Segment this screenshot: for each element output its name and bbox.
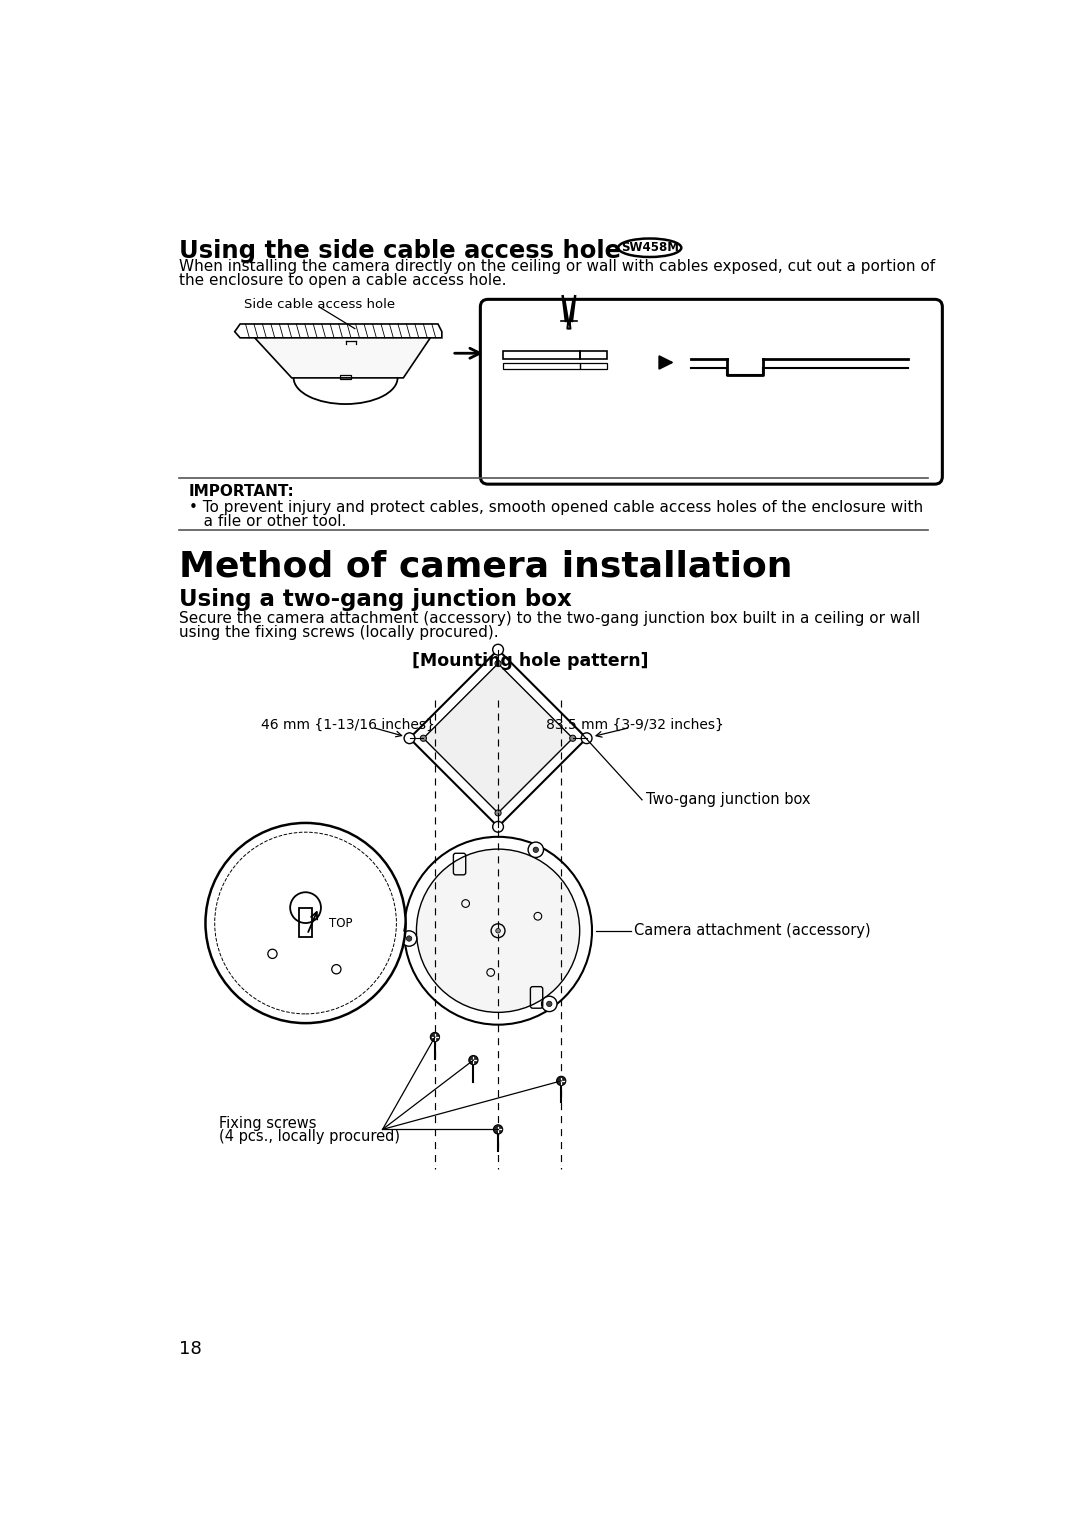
Circle shape [406, 936, 411, 941]
Text: [Mounting hole pattern]: [Mounting hole pattern] [413, 653, 649, 669]
Circle shape [469, 1056, 478, 1065]
Circle shape [546, 1002, 552, 1007]
Circle shape [495, 660, 501, 666]
Circle shape [569, 735, 576, 741]
Circle shape [528, 843, 543, 858]
Circle shape [492, 821, 503, 832]
Bar [503, 363, 580, 369]
Bar [340, 375, 351, 380]
Text: TOP: TOP [328, 916, 352, 930]
Text: Secure the camera attachment (accessory) to the two-gang junction box built in a: Secure the camera attachment (accessory)… [179, 611, 920, 627]
Circle shape [402, 931, 417, 947]
Polygon shape [234, 323, 442, 339]
Text: Side cable access hole: Side cable access hole [244, 297, 395, 311]
Circle shape [494, 1124, 502, 1134]
Text: • To prevent injury and protect cables, smooth opened cable access holes of the : • To prevent injury and protect cables, … [189, 499, 922, 515]
Text: using the fixing screws (locally procured).: using the fixing screws (locally procure… [179, 625, 499, 640]
Circle shape [534, 847, 539, 852]
Bar [580, 363, 607, 369]
Text: (4 pcs., locally procured): (4 pcs., locally procured) [218, 1129, 400, 1143]
Polygon shape [342, 339, 360, 346]
Circle shape [420, 735, 427, 741]
Circle shape [205, 823, 406, 1023]
Circle shape [492, 645, 503, 656]
Circle shape [496, 928, 500, 933]
Text: Using the side cable access hole: Using the side cable access hole [179, 239, 621, 264]
Text: When installing the camera directly on the ceiling or wall with cables exposed, : When installing the camera directly on t… [179, 259, 935, 274]
Text: Method of camera installation: Method of camera installation [179, 550, 793, 584]
Text: SW458M: SW458M [621, 241, 678, 254]
Polygon shape [423, 663, 572, 813]
Text: Using a two-gang junction box: Using a two-gang junction box [179, 588, 572, 611]
Text: Fixing screws: Fixing screws [218, 1115, 316, 1131]
Circle shape [541, 996, 557, 1011]
Bar [580, 351, 607, 360]
Circle shape [404, 836, 592, 1025]
Text: Two-gang junction box: Two-gang junction box [646, 792, 810, 807]
Circle shape [417, 849, 580, 1013]
Text: Camera attachment (accessory): Camera attachment (accessory) [634, 924, 870, 938]
Bar [503, 351, 580, 360]
Text: 46 mm {1-13/16 inches}: 46 mm {1-13/16 inches} [261, 717, 435, 731]
Circle shape [404, 732, 415, 743]
Circle shape [495, 810, 501, 817]
Text: 18: 18 [179, 1340, 202, 1359]
Circle shape [556, 1077, 566, 1086]
Text: a file or other tool.: a file or other tool. [189, 515, 346, 529]
Circle shape [430, 1033, 440, 1042]
Text: the enclosure to open a cable access hole.: the enclosure to open a cable access hol… [179, 273, 507, 288]
Text: 83.5 mm {3-9/32 inches}: 83.5 mm {3-9/32 inches} [545, 717, 724, 731]
Polygon shape [409, 650, 586, 827]
Text: IMPORTANT:: IMPORTANT: [189, 484, 294, 499]
FancyBboxPatch shape [481, 299, 943, 484]
Polygon shape [255, 339, 430, 378]
Circle shape [581, 732, 592, 743]
